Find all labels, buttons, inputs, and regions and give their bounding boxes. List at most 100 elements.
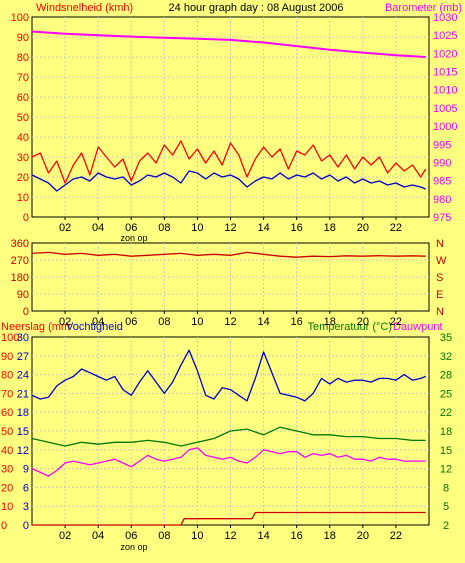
barometer-tick-label: 980 bbox=[433, 194, 451, 206]
temperature-tick-label: 32 bbox=[440, 351, 452, 363]
p1-xtick-label: 06 bbox=[125, 222, 137, 234]
p3-xtick-label: 16 bbox=[291, 530, 303, 542]
barometer-tick-label: 990 bbox=[433, 157, 451, 169]
humidity-outer-tick-label: 0 bbox=[1, 520, 7, 532]
p2-xtick-label: 16 bbox=[291, 316, 303, 328]
p3-series-line-3 bbox=[32, 511, 426, 526]
p2-xtick-label: 20 bbox=[357, 316, 369, 328]
temperature-tick-label: 2 bbox=[443, 520, 449, 532]
p1-xtick-label: 16 bbox=[291, 222, 303, 234]
rain-inner-tick-label: 6 bbox=[23, 482, 29, 494]
rain-inner-tick-label: 3 bbox=[23, 501, 29, 513]
rain-inner-tick-label: 30 bbox=[17, 332, 29, 344]
p1-xtick-label: 02 bbox=[59, 222, 71, 234]
wind-tick-label: 40 bbox=[17, 132, 29, 144]
p2-xtick-label: 18 bbox=[324, 316, 336, 328]
p1-xtick-label: 20 bbox=[357, 222, 369, 234]
p1-series-line-0 bbox=[31, 30, 426, 58]
p1-xtick-label: 12 bbox=[224, 222, 236, 234]
chart-title: 24 hour graph day : 08 August 2006 bbox=[169, 2, 344, 14]
wind-tick-label: 60 bbox=[17, 92, 29, 104]
humidity-outer-tick-label: 60 bbox=[1, 407, 13, 419]
p2-xtick-label: 22 bbox=[390, 316, 402, 328]
compass-tick-label: W bbox=[436, 255, 447, 267]
p1-xtick-label: 10 bbox=[191, 222, 203, 234]
p1-series-line-2 bbox=[31, 170, 426, 192]
series-layer bbox=[31, 30, 427, 526]
p3-xtick-label: 14 bbox=[257, 530, 269, 542]
wind-tick-label: 90 bbox=[17, 32, 29, 44]
p1-xtick-label: 14 bbox=[257, 222, 269, 234]
rain-inner-tick-label: 0 bbox=[23, 520, 29, 532]
compass-tick-label: S bbox=[436, 272, 443, 284]
temperature-tick-label: 28 bbox=[440, 370, 452, 382]
p2-series-line-0 bbox=[31, 251, 426, 258]
p3-xtick-label: 02 bbox=[59, 530, 71, 542]
p3-series-line-0 bbox=[31, 349, 426, 402]
temperature-tick-label: 15 bbox=[440, 445, 452, 457]
wind-tick-label: 10 bbox=[17, 192, 29, 204]
barometer-tick-label: 985 bbox=[433, 176, 451, 188]
temperature-tick-label: 22 bbox=[440, 407, 452, 419]
rain-inner-tick-label: 27 bbox=[17, 351, 29, 363]
humidity-outer-tick-label: 100 bbox=[1, 332, 19, 344]
wind-tick-label: 100 bbox=[11, 12, 29, 24]
p3-xtick-label: 08 bbox=[158, 530, 170, 542]
compass-tick-label: N bbox=[436, 238, 444, 250]
humidity-outer-tick-label: 10 bbox=[1, 501, 13, 513]
temperature-tick-label: 18 bbox=[440, 426, 452, 438]
barometer-tick-label: 1010 bbox=[433, 85, 457, 97]
p3-xtick-label: 22 bbox=[390, 530, 402, 542]
rain-inner-tick-label: 12 bbox=[17, 445, 29, 457]
p2-xtick-label: 14 bbox=[257, 316, 269, 328]
barometer-tick-label: 1005 bbox=[433, 103, 457, 115]
p1-xtick-label: 22 bbox=[390, 222, 402, 234]
humidity-outer-tick-label: 90 bbox=[1, 351, 13, 363]
barometer-tick-label: 1025 bbox=[433, 30, 457, 42]
p3-xtick-label: 06 bbox=[125, 530, 137, 542]
p3-xtick-label: 10 bbox=[191, 530, 203, 542]
sunrise-label-top: zon op bbox=[120, 233, 147, 243]
rain-inner-tick-label: 15 bbox=[17, 426, 29, 438]
left-axis-title: Windsnelheid (kmh) bbox=[36, 2, 133, 14]
p3-series-line-2 bbox=[31, 447, 426, 477]
compass-tick-label: N bbox=[436, 306, 444, 318]
wind-tick-label: 0 bbox=[23, 212, 29, 224]
temperature-tick-label: 12 bbox=[440, 464, 452, 476]
sunrise-label-bottom: zon op bbox=[120, 542, 147, 552]
direction-tick-label: 270 bbox=[11, 255, 29, 267]
rain-inner-tick-label: 9 bbox=[23, 464, 29, 476]
wind-tick-label: 50 bbox=[17, 112, 29, 124]
barometer-tick-label: 1015 bbox=[433, 67, 457, 79]
dewpoint-axis-title: Dauwpunt bbox=[393, 321, 443, 333]
p2-xtick-label: 06 bbox=[125, 316, 137, 328]
barometer-tick-label: 1000 bbox=[433, 121, 457, 133]
barometer-tick-label: 975 bbox=[433, 212, 451, 224]
rain-inner-tick-label: 18 bbox=[17, 407, 29, 419]
wind-tick-label: 80 bbox=[17, 52, 29, 64]
rain-inner-tick-label: 21 bbox=[17, 388, 29, 400]
temperature-tick-label: 5 bbox=[443, 501, 449, 513]
labels: Windsnelheid (kmh) 24 hour graph day : 0… bbox=[1, 2, 462, 552]
humidity-outer-tick-label: 50 bbox=[1, 426, 13, 438]
p1-xtick-label: 08 bbox=[158, 222, 170, 234]
p2-xtick-label: 02 bbox=[59, 316, 71, 328]
barometer-tick-label: 1020 bbox=[433, 48, 457, 60]
compass-tick-label: E bbox=[436, 289, 443, 301]
barometer-tick-label: 1030 bbox=[433, 12, 457, 24]
temperature-tick-label: 8 bbox=[443, 482, 449, 494]
barometer-tick-label: 995 bbox=[433, 139, 451, 151]
p2-xtick-label: 08 bbox=[158, 316, 170, 328]
humidity-outer-tick-label: 70 bbox=[1, 388, 13, 400]
temperature-axis-title: Temperatuur (°C) bbox=[308, 321, 392, 333]
temperature-tick-label: 25 bbox=[440, 388, 452, 400]
wind-tick-label: 20 bbox=[17, 172, 29, 184]
right-axis-title: Barometer (mb) bbox=[385, 2, 462, 14]
p3-xtick-label: 04 bbox=[92, 530, 104, 542]
p3-xtick-label: 18 bbox=[324, 530, 336, 542]
p3-series-line-1 bbox=[31, 426, 426, 447]
direction-tick-label: 0 bbox=[23, 306, 29, 318]
direction-tick-label: 180 bbox=[11, 272, 29, 284]
p1-xtick-label: 18 bbox=[324, 222, 336, 234]
